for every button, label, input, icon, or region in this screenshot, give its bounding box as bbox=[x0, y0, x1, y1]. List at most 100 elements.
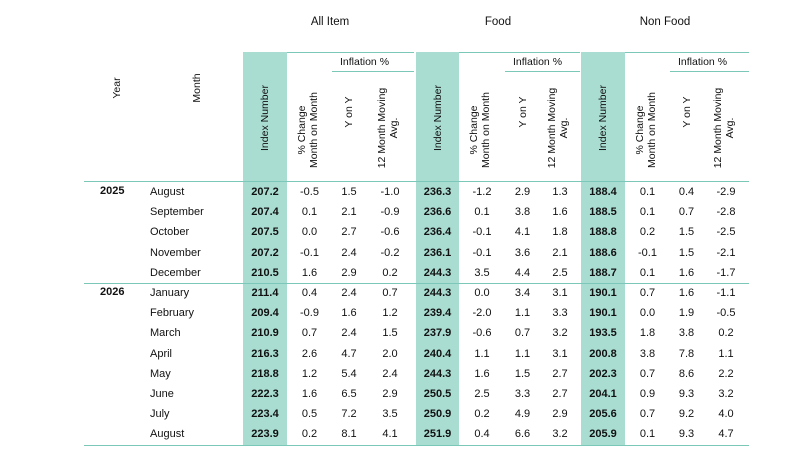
value-cell: 207.2 bbox=[251, 246, 279, 259]
value-cell: 3.4 bbox=[514, 287, 531, 299]
value-cell: 3.2 bbox=[718, 388, 734, 400]
value-cell: 4.9 bbox=[514, 408, 531, 421]
value-cell: 2.1 bbox=[552, 246, 568, 259]
value-cell: -2.5 bbox=[716, 226, 736, 239]
value-cell: 1.6 bbox=[301, 388, 318, 400]
value-cell: 3.2 bbox=[552, 428, 568, 441]
value-cell: 9.3 bbox=[678, 428, 695, 441]
value-cell: 0.7 bbox=[514, 327, 531, 340]
value-cell: 2.4 bbox=[341, 327, 357, 340]
value-cell: 0.0 bbox=[639, 307, 656, 320]
value-cell: 4.4 bbox=[514, 266, 531, 279]
value-cell: 3.1 bbox=[552, 347, 568, 360]
value-cell: 1.6 bbox=[678, 287, 695, 299]
moving-avg-header-2: 12 Month Moving Avg. bbox=[712, 87, 736, 169]
value-cell: 239.4 bbox=[423, 307, 452, 320]
year-cell: 2026 bbox=[100, 286, 125, 298]
value-cell: -0.2 bbox=[380, 246, 400, 259]
value-cell: 223.9 bbox=[251, 428, 279, 441]
value-cell: 207.5 bbox=[251, 226, 279, 239]
value-cell: -2.9 bbox=[716, 186, 736, 198]
value-cell: 2.7 bbox=[552, 367, 568, 380]
value-cell: 2.2 bbox=[718, 367, 734, 380]
value-cell: 2.6 bbox=[301, 347, 318, 360]
value-cell: 2.1 bbox=[341, 206, 357, 219]
value-cell: 3.1 bbox=[552, 287, 568, 299]
value-cell: 6.5 bbox=[341, 388, 357, 400]
value-cell: 2.9 bbox=[514, 186, 531, 198]
value-cell: 236.1 bbox=[423, 246, 452, 259]
month-cell: May bbox=[150, 367, 171, 380]
value-cell: 1.5 bbox=[514, 367, 531, 380]
value-cell: 188.8 bbox=[589, 226, 617, 239]
y-on-y-header-0: Y on Y bbox=[343, 96, 355, 128]
value-cell: 188.6 bbox=[589, 246, 617, 259]
value-cell: 1.1 bbox=[514, 347, 531, 360]
value-cell: -0.1 bbox=[300, 246, 319, 259]
value-cell: 6.6 bbox=[514, 428, 531, 441]
inflation-rule-2 bbox=[670, 71, 749, 72]
month-cell: January bbox=[150, 287, 190, 299]
value-cell: 216.3 bbox=[251, 347, 279, 360]
value-cell: 0.2 bbox=[382, 266, 398, 279]
value-cell: 3.8 bbox=[678, 327, 695, 340]
value-cell: 3.8 bbox=[514, 206, 531, 219]
value-cell: 9.2 bbox=[678, 408, 695, 421]
value-cell: 207.4 bbox=[251, 206, 279, 219]
value-cell: 1.6 bbox=[552, 206, 568, 219]
value-cell: 5.4 bbox=[341, 367, 357, 380]
value-cell: 204.1 bbox=[589, 388, 617, 400]
value-cell: 1.1 bbox=[514, 307, 531, 320]
value-cell: 2.7 bbox=[341, 226, 357, 239]
value-cell: 3.6 bbox=[514, 246, 531, 259]
value-cell: 190.1 bbox=[589, 307, 617, 320]
value-cell: 4.7 bbox=[341, 347, 357, 360]
value-cell: 2.9 bbox=[382, 388, 398, 400]
value-cell: -0.5 bbox=[716, 307, 736, 320]
value-cell: 244.3 bbox=[423, 266, 452, 279]
table-bottom-rule bbox=[84, 445, 749, 446]
value-cell: 1.8 bbox=[552, 226, 568, 239]
value-cell: 1.3 bbox=[552, 186, 568, 198]
value-cell: 2.4 bbox=[382, 367, 398, 380]
value-cell: -1.2 bbox=[472, 186, 492, 198]
year-header: Year bbox=[111, 77, 123, 99]
value-cell: -0.6 bbox=[380, 226, 400, 239]
value-cell: 2.7 bbox=[552, 388, 568, 400]
value-cell: 188.4 bbox=[589, 186, 617, 198]
value-cell: 1.2 bbox=[301, 367, 318, 380]
value-cell: 1.5 bbox=[678, 226, 695, 239]
value-cell: 2.4 bbox=[341, 287, 357, 299]
value-cell: 193.5 bbox=[589, 327, 617, 340]
value-cell: 2.5 bbox=[552, 266, 568, 279]
month-cell: September bbox=[150, 206, 204, 219]
value-cell: -0.1 bbox=[472, 226, 492, 239]
y-on-y-header-2: Y on Y bbox=[680, 96, 693, 128]
index-number-header-0: Index Number bbox=[259, 85, 271, 151]
value-cell: 1.6 bbox=[301, 266, 318, 279]
year-cell: 2025 bbox=[100, 185, 125, 197]
pct-change-header-1: % Change Month on Month bbox=[468, 92, 492, 168]
group-top-rule-0 bbox=[287, 52, 414, 53]
value-cell: 222.3 bbox=[251, 388, 279, 400]
value-cell: 1.5 bbox=[678, 246, 695, 259]
value-cell: 1.8 bbox=[639, 327, 656, 340]
value-cell: 0.4 bbox=[301, 287, 318, 299]
index-band-2 bbox=[581, 52, 625, 445]
value-cell: 1.1 bbox=[718, 347, 734, 360]
inflation-label-1: Inflation % bbox=[513, 56, 563, 68]
value-cell: -0.6 bbox=[472, 327, 492, 340]
value-cell: 1.9 bbox=[678, 307, 695, 320]
month-cell: December bbox=[150, 266, 201, 279]
value-cell: 236.6 bbox=[423, 206, 452, 219]
value-cell: 0.7 bbox=[639, 367, 656, 380]
value-cell: 210.9 bbox=[251, 327, 279, 340]
value-cell: 1.6 bbox=[474, 367, 490, 380]
value-cell: 244.3 bbox=[423, 287, 452, 299]
value-cell: 1.1 bbox=[474, 347, 490, 360]
value-cell: 236.3 bbox=[423, 186, 452, 198]
value-cell: 4.7 bbox=[718, 428, 734, 441]
value-cell: -1.0 bbox=[380, 186, 400, 198]
index-number-header-2: Index Number bbox=[597, 85, 609, 151]
value-cell: 218.8 bbox=[251, 367, 279, 380]
